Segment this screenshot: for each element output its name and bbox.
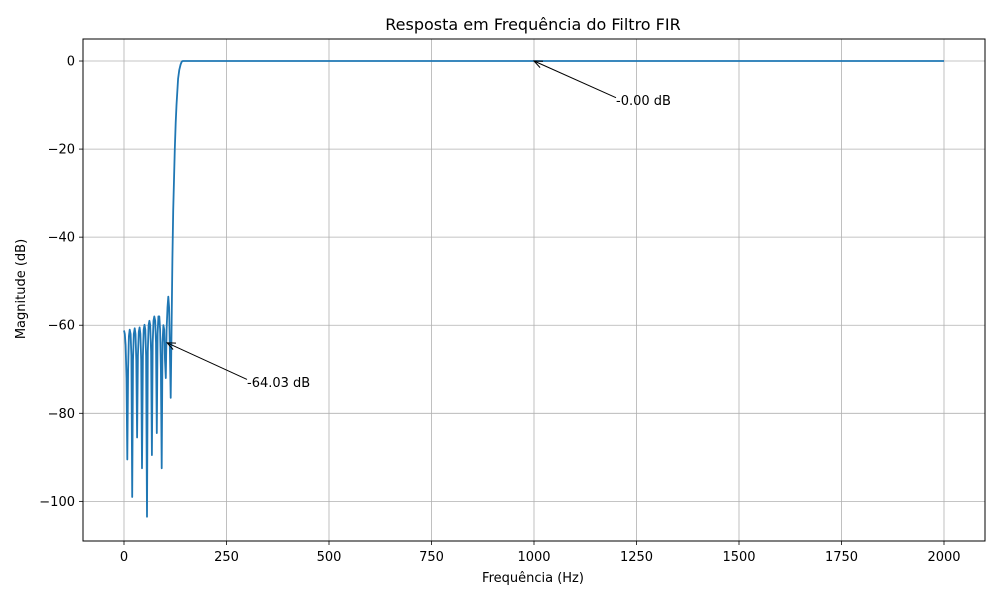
x-tick-label: 0 [120, 550, 128, 565]
annotation-arrow-line [166, 342, 248, 380]
series-layer [123, 60, 944, 518]
y-tick-label: −60 [48, 319, 75, 334]
annotation-arrow-head [165, 342, 177, 350]
x-tick-label: 2000 [927, 550, 960, 565]
series-line [123, 60, 944, 518]
x-tick-label: 500 [317, 550, 342, 565]
annotation-label: -64.03 dB [247, 376, 310, 391]
annotation-label: -0.00 dB [616, 94, 671, 109]
x-axis-label: Frequência (Hz) [482, 571, 584, 586]
x-tick-label: 250 [214, 550, 239, 565]
y-tick-label: −80 [48, 407, 75, 422]
ticks: 0 250 500 750 1000 1250 1500 1750 2000 0 −20 −40 −60… [39, 55, 960, 565]
y-axis-label: Magnitude (dB) [14, 239, 29, 339]
y-tick-label: −100 [39, 495, 75, 510]
y-tick-label: 0 [67, 55, 75, 70]
x-tick-label: 1250 [620, 550, 653, 565]
chart-title: Resposta em Frequência do Filtro FIR [385, 15, 680, 34]
x-tick-label: 1000 [517, 550, 550, 565]
y-tick-label: −20 [48, 143, 75, 158]
annotation-arrow-line [533, 60, 617, 99]
x-tick-label: 1750 [825, 550, 858, 565]
y-tick-label: −40 [48, 231, 75, 246]
annotations: -0.00 dB -64.03 dB [165, 60, 671, 391]
annotation-arrow-head [532, 60, 544, 68]
x-tick-label: 1500 [722, 550, 755, 565]
x-tick-label: 750 [419, 550, 444, 565]
